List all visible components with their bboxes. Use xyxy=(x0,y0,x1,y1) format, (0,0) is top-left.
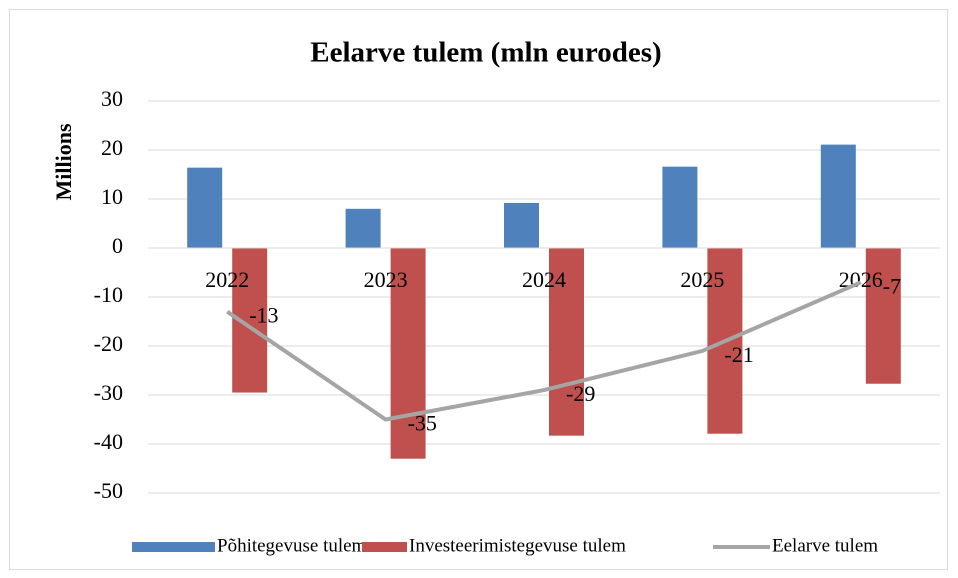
bar xyxy=(345,208,381,248)
bar xyxy=(820,144,856,248)
bar xyxy=(549,248,584,436)
x-tick-label: 2022 xyxy=(205,267,249,292)
legend-swatch xyxy=(132,542,215,552)
x-tick-label: 2024 xyxy=(522,267,566,292)
x-tick-label: 2025 xyxy=(680,267,724,292)
y-tick-label: 30 xyxy=(101,86,123,111)
x-tick-label: 2023 xyxy=(364,267,408,292)
data-label: -13 xyxy=(249,303,278,328)
data-label: -7 xyxy=(883,273,901,298)
chart-title: Eelarve tulem (mln eurodes) xyxy=(310,37,661,69)
legend-label: Investeerimistegevuse tulem xyxy=(409,535,626,556)
y-tick-label: -20 xyxy=(94,331,123,356)
bar xyxy=(662,166,698,248)
bar xyxy=(504,202,539,248)
y-tick-label: -30 xyxy=(94,380,123,405)
line xyxy=(226,280,862,422)
y-tick-label: 0 xyxy=(112,233,123,258)
y-axis-label: Millions xyxy=(51,123,76,200)
legend-label: Põhitegevuse tulem xyxy=(217,535,367,556)
legend-label: Eelarve tulem xyxy=(772,535,878,556)
chart-border xyxy=(9,9,948,570)
y-tick-label: 20 xyxy=(101,135,123,160)
bar xyxy=(865,248,901,384)
bar xyxy=(187,167,223,248)
data-label: -35 xyxy=(408,411,437,436)
data-label: -29 xyxy=(566,381,595,406)
y-tick-label: -40 xyxy=(94,429,123,454)
y-tick-label: -50 xyxy=(94,478,123,503)
legend-swatch xyxy=(362,542,407,552)
bar xyxy=(390,248,426,459)
y-tick-label: -10 xyxy=(94,282,123,307)
data-label: -21 xyxy=(724,342,753,367)
y-tick-label: 10 xyxy=(101,184,123,209)
